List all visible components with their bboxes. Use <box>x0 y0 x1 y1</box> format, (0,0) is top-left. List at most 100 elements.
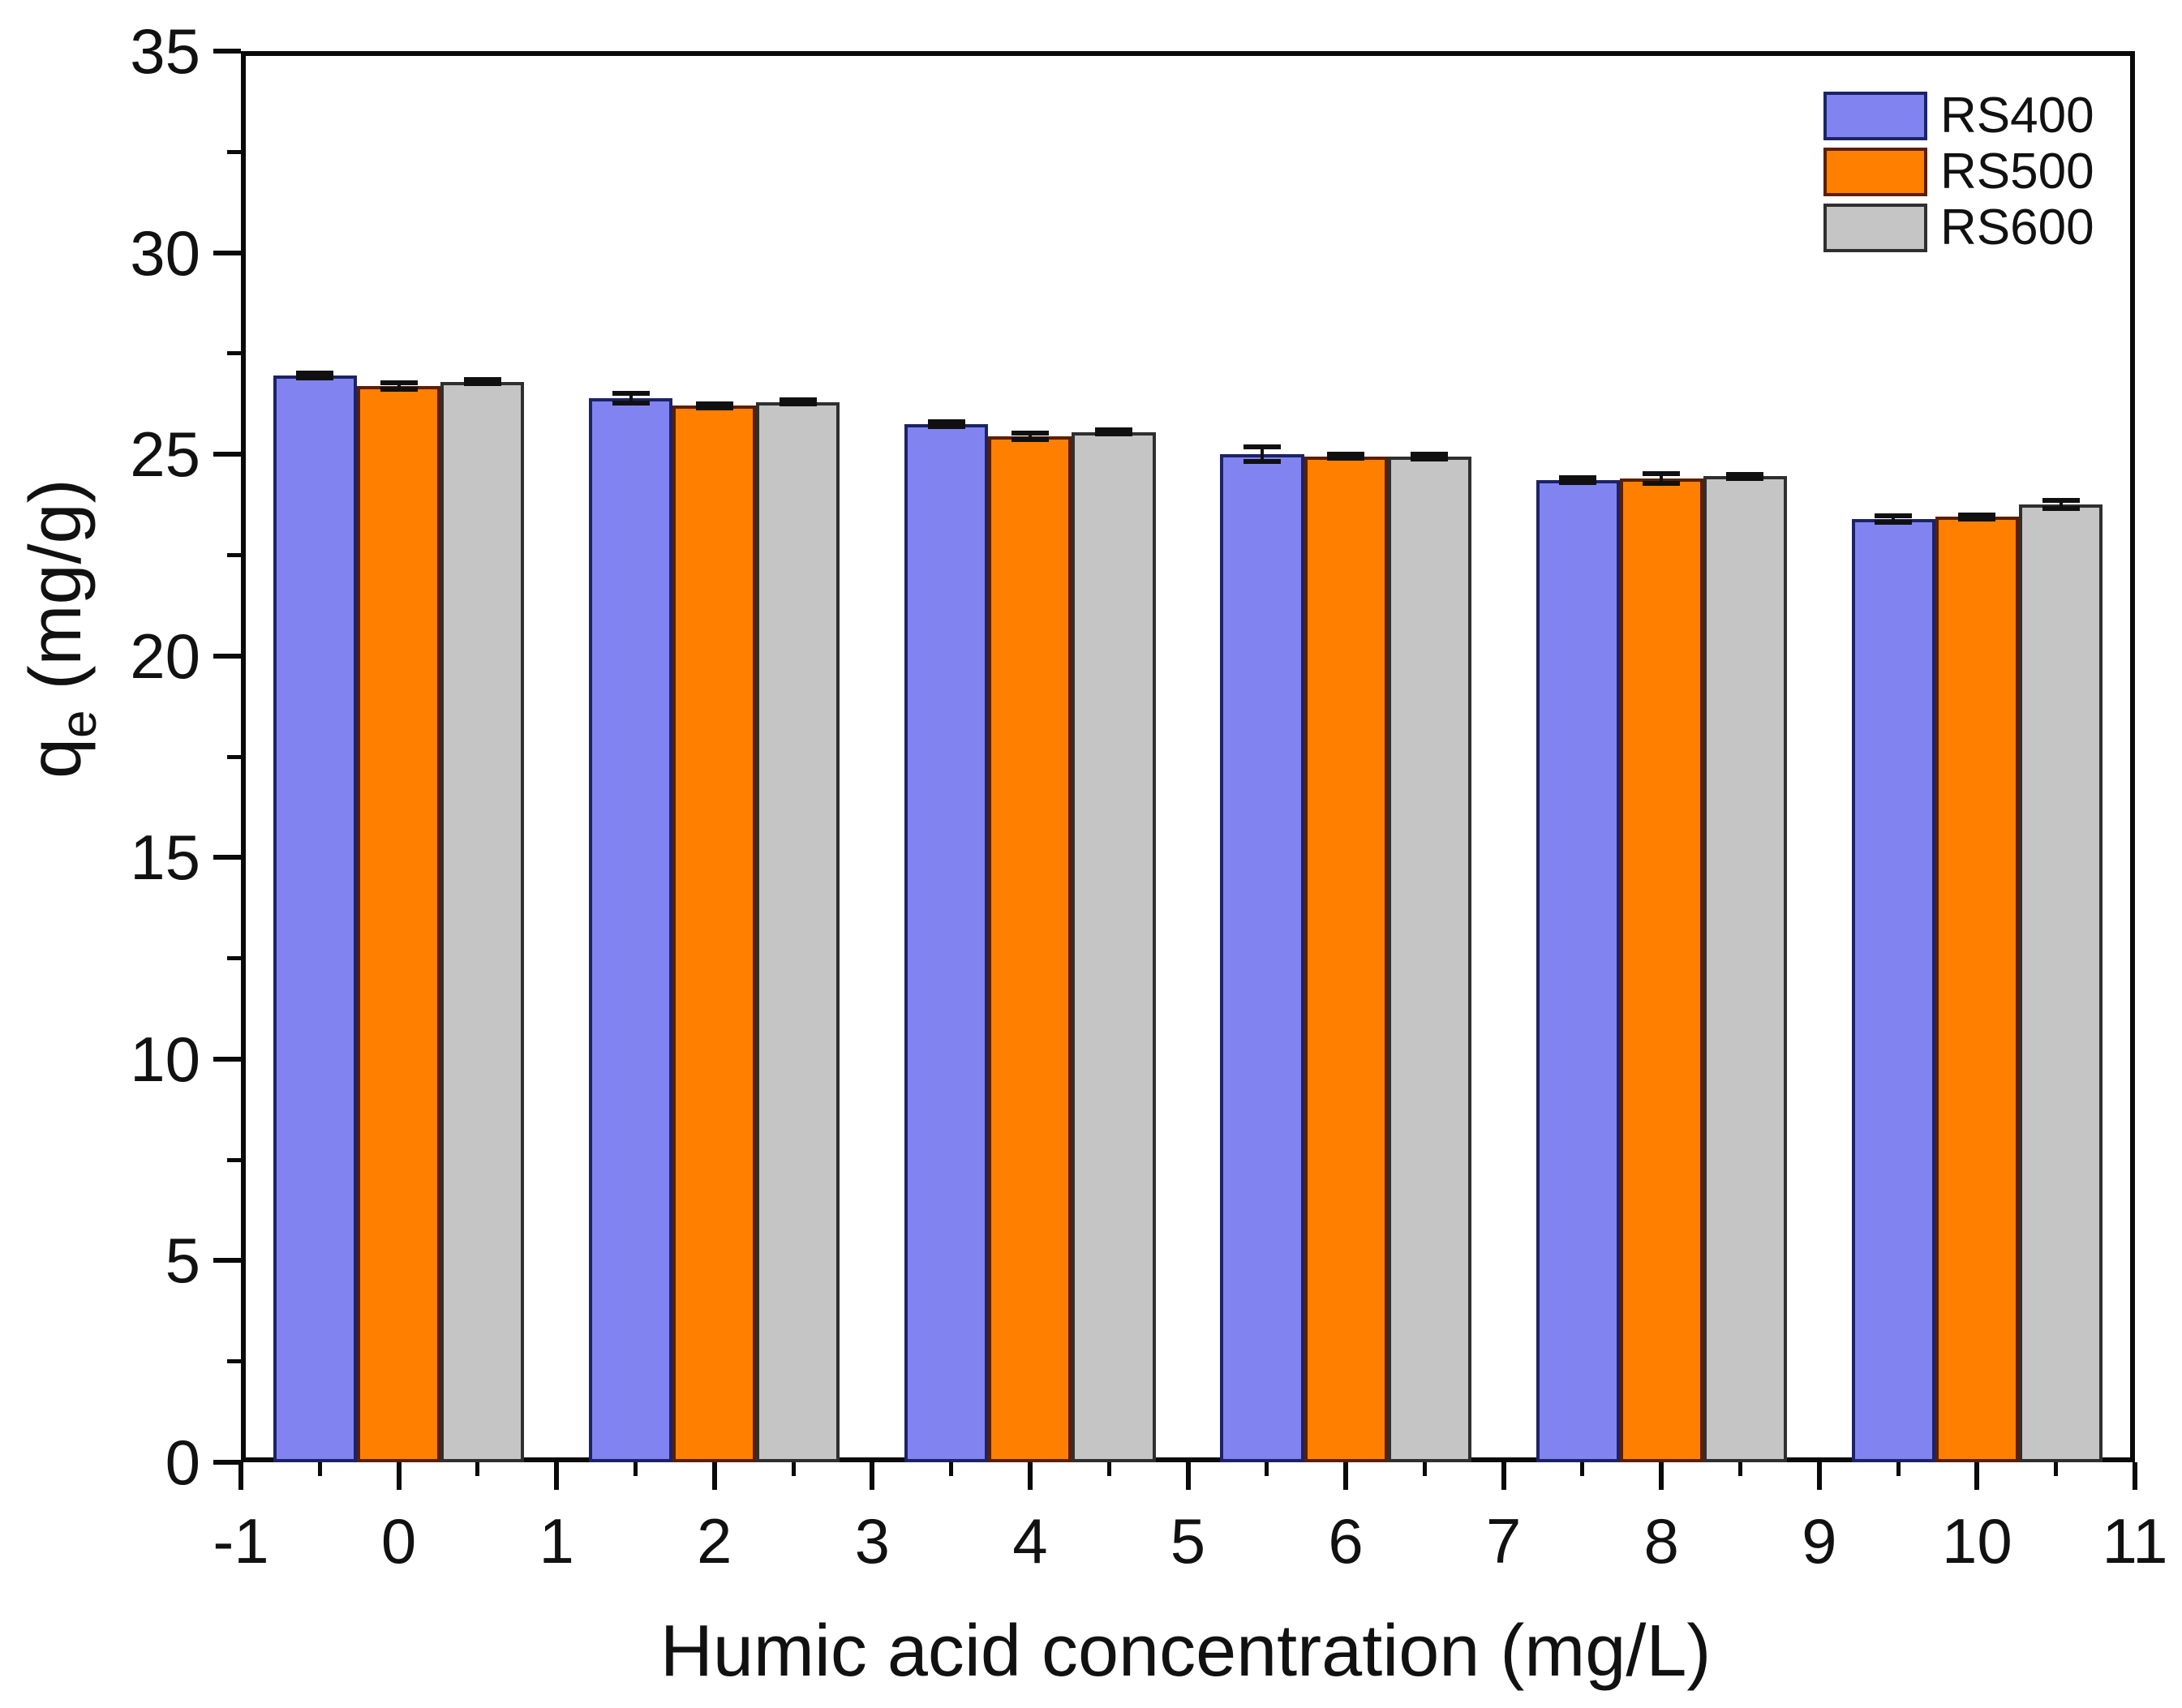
x-major-tick <box>238 1462 243 1490</box>
y-tick-label: 25 <box>130 418 200 491</box>
error-bar-cap-bottom <box>1011 436 1049 442</box>
y-minor-tick <box>227 351 241 356</box>
y-axis-title-units: (mg/g) <box>15 478 97 710</box>
x-minor-tick <box>1580 1462 1585 1476</box>
x-major-tick <box>554 1462 560 1490</box>
legend-label-rs500: RS500 <box>1940 144 2094 200</box>
error-bar-cap-bottom <box>927 423 965 429</box>
legend-swatch-rs500 <box>1823 148 1927 196</box>
error-bar-cap-bottom <box>1095 431 1133 437</box>
x-minor-tick <box>1738 1462 1743 1476</box>
x-minor-tick <box>633 1462 638 1476</box>
y-major-tick <box>213 1056 241 1062</box>
error-bar-cap-bottom <box>463 381 501 387</box>
x-tick-label: 2 <box>697 1505 732 1577</box>
x-tick-label: 8 <box>1643 1505 1679 1577</box>
error-bar-cap-top <box>1958 512 1996 517</box>
error-bar-cap-top <box>1875 513 1913 518</box>
error-bar-line <box>1260 447 1264 462</box>
error-bar-cap-top <box>1411 451 1449 457</box>
x-major-tick <box>711 1462 717 1490</box>
x-minor-tick <box>949 1462 954 1476</box>
bar-rs500-x10 <box>1935 517 2019 1462</box>
error-bar-cap-bottom <box>1958 516 1996 521</box>
legend-swatch-rs400 <box>1823 92 1927 140</box>
bar-rs600-x8 <box>1703 476 1787 1462</box>
y-tick-label: 0 <box>165 1427 200 1498</box>
y-tick-label: 30 <box>130 217 200 289</box>
x-tick-label: 11 <box>2102 1505 2168 1577</box>
x-tick-label: 0 <box>380 1505 417 1577</box>
error-bar-cap-bottom <box>1643 480 1681 486</box>
y-minor-tick <box>227 1157 241 1162</box>
y-major-tick <box>213 452 241 457</box>
error-bar-cap-top <box>2042 498 2080 504</box>
x-major-tick <box>396 1462 402 1490</box>
error-bar-line <box>397 382 401 389</box>
y-tick-label: 10 <box>130 1023 200 1095</box>
bar-rs600-x2 <box>756 401 840 1462</box>
bar-rs500-x0 <box>357 385 441 1462</box>
y-major-tick <box>213 653 241 659</box>
y-minor-tick <box>227 552 241 557</box>
legend-label-rs400: RS400 <box>1940 88 2094 144</box>
x-tick-label: 6 <box>1328 1505 1364 1577</box>
error-bar-cap-top <box>463 377 501 383</box>
error-bar-line <box>1028 432 1032 440</box>
x-major-tick <box>1659 1462 1664 1490</box>
bar-rs400-x6 <box>1220 454 1304 1462</box>
legend-item-rs600: RS600 <box>1823 203 2094 253</box>
bar-rs600-x0 <box>440 381 525 1462</box>
error-bar-cap-bottom <box>779 401 817 406</box>
x-minor-tick <box>1265 1462 1269 1476</box>
y-minor-tick <box>227 149 241 154</box>
x-minor-tick <box>791 1462 796 1476</box>
x-major-tick <box>1343 1462 1349 1490</box>
y-major-tick <box>213 855 241 860</box>
y-minor-tick <box>227 1359 241 1364</box>
legend-item-rs500: RS500 <box>1823 147 2094 197</box>
error-bar-cap-bottom <box>1411 456 1449 461</box>
x-major-tick <box>1185 1462 1191 1490</box>
legend-label-rs600: RS600 <box>1940 200 2094 255</box>
error-bar-line <box>1892 515 1896 522</box>
x-major-tick <box>1027 1462 1033 1490</box>
y-axis-title-sub: e <box>51 710 107 738</box>
error-bar-cap-bottom <box>296 376 334 381</box>
x-tick-label: 4 <box>1012 1505 1048 1577</box>
error-bar-cap-top <box>1559 475 1597 481</box>
bar-rs600-x4 <box>1072 431 1156 1462</box>
error-bar-cap-bottom <box>2042 506 2080 512</box>
error-bar-line <box>629 393 633 403</box>
x-tick-label: -1 <box>213 1505 269 1577</box>
y-major-tick <box>213 49 241 54</box>
error-bar-cap-bottom <box>695 405 733 410</box>
x-major-tick <box>2133 1462 2137 1490</box>
bar-rs400-x4 <box>904 423 989 1462</box>
x-axis-title: Humic acid concentration (mg/L) <box>659 1611 1712 1692</box>
y-tick-label: 5 <box>165 1225 200 1297</box>
x-minor-tick <box>1896 1462 1901 1476</box>
y-axis-title: qe (mg/g) <box>15 478 108 779</box>
x-major-tick <box>870 1462 875 1490</box>
error-bar-cap-bottom <box>1327 456 1365 461</box>
error-bar-cap-bottom <box>380 386 418 392</box>
error-bar-cap-top <box>1243 444 1281 450</box>
x-major-tick <box>1974 1462 1980 1490</box>
bar-rs500-x8 <box>1619 478 1703 1462</box>
x-minor-tick <box>475 1462 480 1476</box>
error-bar-cap-bottom <box>1875 519 1913 525</box>
x-major-tick <box>1816 1462 1822 1490</box>
x-tick-label: 10 <box>1942 1505 2012 1577</box>
error-bar-cap-bottom <box>1726 476 1764 482</box>
error-bar-cap-bottom <box>1559 480 1597 486</box>
y-major-tick <box>213 1258 241 1264</box>
error-bar-cap-top <box>779 397 817 403</box>
y-minor-tick <box>227 956 241 961</box>
error-bar-line <box>2059 500 2063 509</box>
error-bar-cap-top <box>927 418 965 424</box>
error-bar-cap-top <box>296 371 334 376</box>
